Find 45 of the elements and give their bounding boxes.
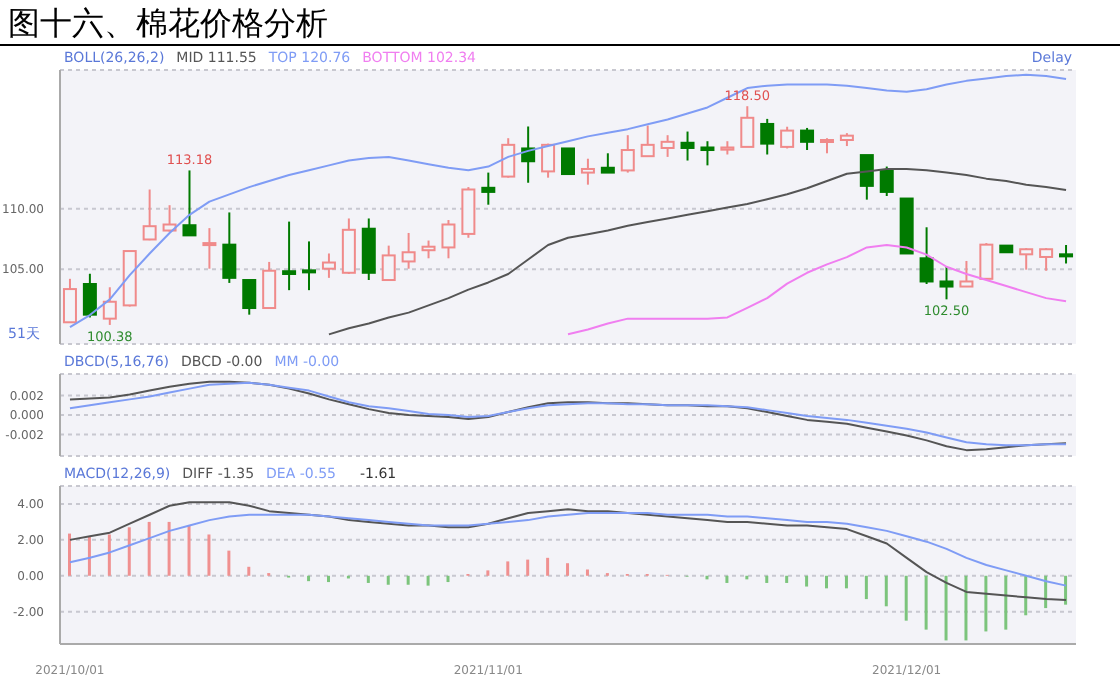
candlestick — [580, 157, 595, 186]
candlestick — [222, 211, 237, 284]
candlestick — [202, 227, 217, 270]
candlestick — [461, 186, 476, 239]
candlestick — [979, 242, 994, 280]
candlestick — [401, 231, 416, 270]
candlestick — [919, 226, 934, 286]
line-series — [68, 511, 1068, 587]
candlestick — [521, 125, 536, 184]
candlestick — [600, 152, 615, 174]
chart-title: 图十六、棉花价格分析 — [8, 4, 328, 46]
candlestick — [640, 124, 655, 158]
candlestick — [262, 260, 277, 310]
candlestick — [561, 147, 575, 176]
candlestick — [939, 265, 954, 301]
candlestick — [282, 220, 297, 292]
candlestick — [680, 130, 695, 162]
candlestick — [1039, 247, 1054, 272]
candlestick — [481, 171, 496, 206]
candlestick — [740, 105, 755, 148]
candlestick — [341, 217, 356, 275]
candlestick — [142, 188, 157, 242]
candlestick — [321, 252, 336, 279]
candlestick — [501, 137, 516, 179]
candlestick — [102, 286, 117, 326]
candlestick — [959, 259, 974, 288]
candlestick — [879, 165, 894, 198]
candlestick — [620, 134, 635, 174]
candlestick — [800, 126, 815, 152]
candlestick — [859, 154, 874, 201]
candlestick — [441, 219, 456, 260]
candlestick — [302, 240, 317, 292]
candlestick — [381, 244, 396, 282]
candlestick — [760, 117, 775, 156]
line-series — [68, 501, 1068, 602]
candlestick — [1059, 244, 1074, 265]
candlestick — [182, 169, 197, 237]
candlestick — [660, 134, 675, 158]
candlestick — [361, 217, 376, 282]
line-series — [567, 244, 1068, 336]
line-series — [68, 73, 1068, 329]
candlestick — [1019, 247, 1034, 271]
candlestick — [242, 279, 257, 316]
candlestick — [82, 272, 97, 319]
candlestick — [700, 140, 715, 167]
